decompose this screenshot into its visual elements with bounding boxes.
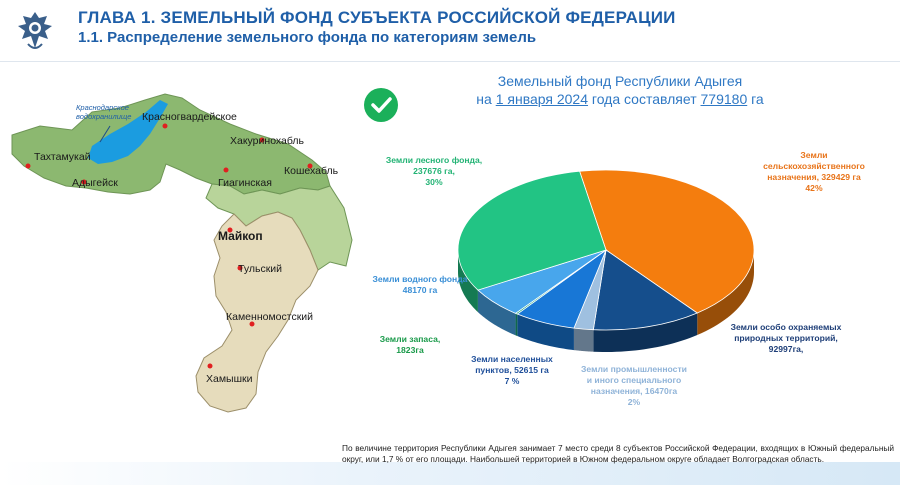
pie-label-1: Земли особо охраняемых природных территор… — [731, 322, 842, 354]
city-marker — [307, 163, 313, 169]
reservoir-pointer — [99, 125, 111, 143]
fund-amount: 779180 — [700, 91, 748, 107]
city-marker — [81, 179, 87, 185]
page-subtitle: 1.1. Распределение земельного фонда по к… — [78, 29, 537, 46]
city-marker — [223, 167, 229, 173]
district-label: Гиагинская — [218, 177, 272, 189]
district-label: Тульский — [238, 263, 282, 275]
check-circle-icon — [364, 88, 398, 122]
pie-slice-side-2 — [573, 328, 594, 352]
city-marker — [162, 123, 168, 129]
page-title: ГЛАВА 1. ЗЕМЕЛЬНЫЙ ФОНД СУБЪЕКТА РОССИЙС… — [78, 8, 676, 27]
city-marker — [249, 321, 255, 327]
pie-slice-0 — [579, 169, 755, 314]
city-marker — [259, 137, 265, 143]
reservoir-label-2: водохранилище — [76, 112, 131, 121]
district-map: Краснодарское водохранилище Красногварде… — [11, 93, 353, 413]
pie-label-5: Земли водного фонда 48170 га — [373, 274, 468, 295]
district-label: Каменномостский — [226, 311, 313, 323]
pie-label-3: Земли населенных пунктов, 52615 га 7 % — [471, 354, 553, 386]
pie-label-4: Земли запаса, 1823га — [380, 334, 441, 355]
reservoir-label: Краснодарское — [76, 103, 129, 112]
pie-label-2: Земли промышленности и иного специального… — [581, 364, 687, 407]
page-header: ГЛАВА 1. ЗЕМЕЛЬНЫЙ ФОНД СУБЪЕКТА РОССИЙС… — [0, 0, 900, 62]
header-divider — [0, 61, 900, 62]
city-marker — [25, 163, 31, 169]
fund-heading-line2: на 1 января 2024 года составляет 779180 … — [476, 91, 764, 107]
pie-slice-side-4 — [515, 313, 518, 337]
district-label: Тахтамукай — [34, 151, 91, 163]
fund-heading-line1: Земельный фонд Республики Адыгея — [497, 73, 743, 89]
pie-slice-1 — [592, 249, 699, 331]
district-label-maykop: Майкоп — [218, 229, 263, 243]
district-label: Хамышки — [206, 373, 253, 385]
footnote: По величине территория Республики Адыгея… — [342, 443, 894, 464]
footer-band — [0, 462, 900, 485]
eagle-emblem-icon — [18, 12, 52, 49]
fund-heading: Земельный фонд Республики Адыгея на 1 ян… — [440, 72, 800, 108]
city-marker — [227, 227, 233, 233]
pie-slice-side-1 — [593, 312, 698, 352]
pie-label-6: Земли лесного фонда, 237676 га, 30% — [386, 155, 482, 187]
city-marker — [207, 363, 213, 369]
pie-slice-side-5 — [477, 290, 516, 336]
pie-slice-side-3 — [517, 314, 574, 351]
pie-label-0: Земли сельскохозяйственного назначения, 32… — [763, 150, 865, 193]
district-label: Красногвардейское — [142, 111, 237, 123]
map-reservoir — [88, 100, 168, 164]
district-label: Хакуринохабль — [230, 135, 305, 147]
pie-slice-6 — [457, 170, 607, 291]
district-label: Кошехабль — [284, 165, 339, 177]
fund-date: 1 января 2024 — [495, 91, 589, 107]
city-marker — [237, 265, 243, 271]
pie-slice-side-0 — [697, 250, 754, 335]
pie-slice-side-6 — [458, 250, 478, 313]
district-label: Адыгейск — [72, 177, 118, 189]
map-region-south — [195, 211, 319, 413]
